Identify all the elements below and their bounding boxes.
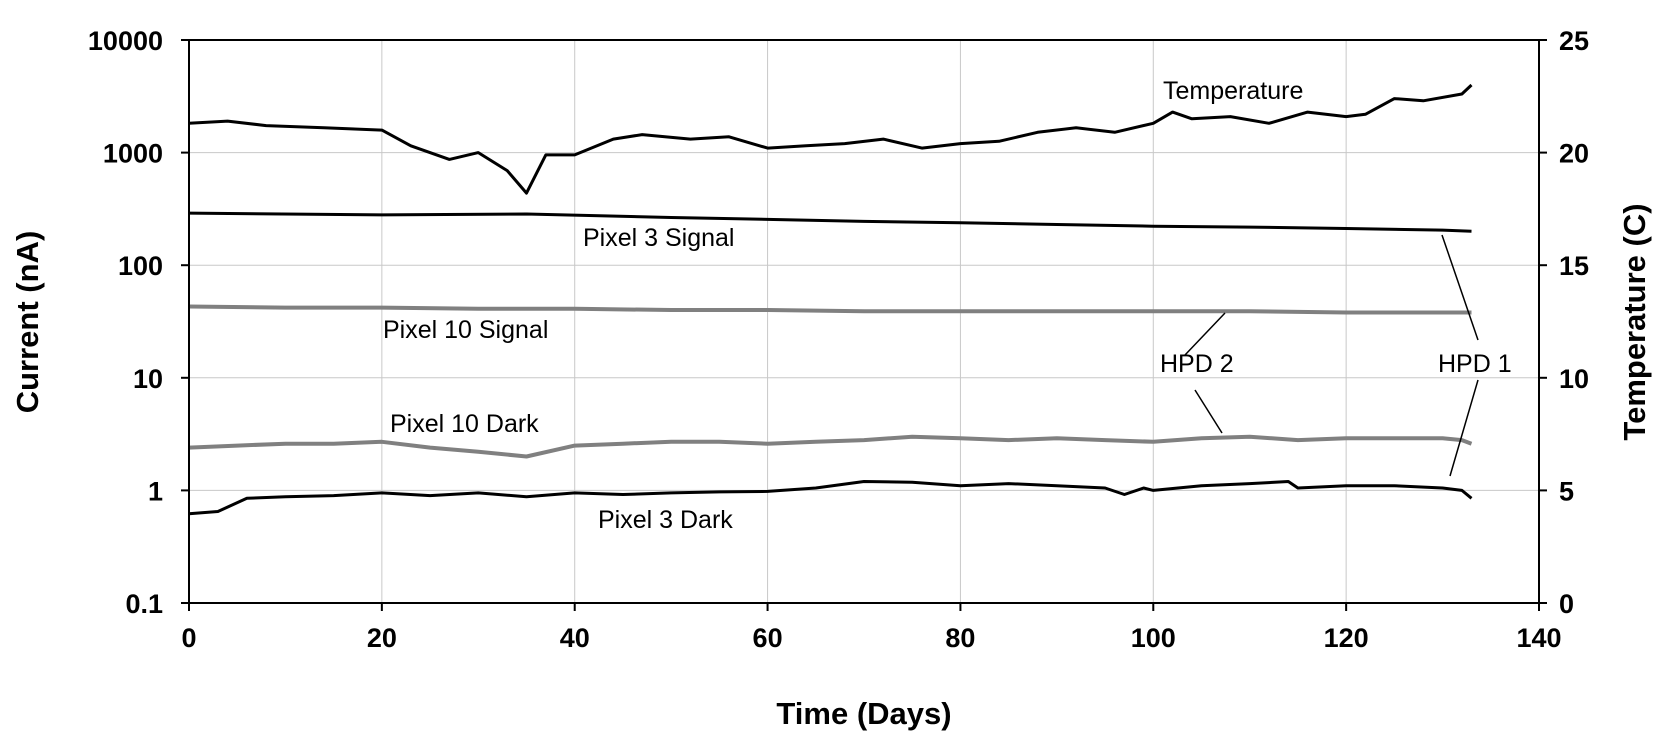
y-tick-label: 1000	[103, 139, 163, 169]
hpd1-leader-signal	[1441, 234, 1479, 341]
y2-tick-label: 10	[1559, 364, 1589, 394]
y-tick-label: 10000	[88, 26, 163, 56]
y2-tick-label: 5	[1559, 476, 1574, 506]
x-tick-label: 80	[945, 623, 975, 653]
y-tick-label: 100	[118, 251, 163, 281]
y-tick-label: 0.1	[125, 589, 163, 619]
annotation-pixel3-signal: Pixel 3 Signal	[583, 224, 734, 252]
hpd2-leader-signal	[1184, 312, 1226, 356]
grid	[189, 40, 1539, 603]
series-line-pixel-10-signal	[188, 304, 1472, 315]
annotation-pixel3-dark: Pixel 3 Dark	[598, 506, 733, 534]
annotation-pixel10-dark: Pixel 10 Dark	[390, 410, 539, 438]
x-tick-label: 0	[181, 623, 196, 653]
annotation-temperature: Temperature	[1163, 77, 1303, 105]
x-tick-label: 20	[367, 623, 397, 653]
ticks: 0 20 40 60 80 100 120 140 0.1 1 10 100 1000 10000 0 5 10…	[88, 26, 1589, 653]
hpd1-leader-dark	[1449, 379, 1479, 477]
series-line-pixel-3-dark	[188, 480, 1473, 516]
x-tick-label: 40	[560, 623, 590, 653]
series-line-pixel-3-signal	[188, 211, 1472, 233]
y-axis-title: Current (nA)	[10, 231, 45, 414]
y-tick-label: 10	[133, 364, 163, 394]
plot-frame	[188, 39, 1540, 604]
y-tick-label: 1	[148, 476, 163, 506]
annotation-hpd2: HPD 2	[1160, 350, 1234, 378]
y2-tick-label: 20	[1559, 139, 1589, 169]
annotation-hpd1: HPD 1	[1438, 350, 1512, 378]
series-line-pixel-10-dark	[188, 434, 1473, 459]
leader-lines	[1184, 234, 1479, 477]
x-tick-label: 100	[1131, 623, 1176, 653]
series-layer	[188, 83, 1473, 516]
y2-tick-label: 0	[1559, 589, 1574, 619]
series-line-temperature	[188, 83, 1473, 195]
x-tick-label: 60	[753, 623, 783, 653]
x-tick-label: 120	[1324, 623, 1369, 653]
y2-tick-label: 25	[1559, 26, 1589, 56]
annotation-pixel10-signal: Pixel 10 Signal	[383, 316, 548, 344]
x-axis-title: Time (Days)	[776, 696, 951, 731]
y2-tick-label: 15	[1559, 251, 1589, 281]
hpd2-leader-dark	[1194, 389, 1223, 434]
x-tick-label: 140	[1516, 623, 1561, 653]
y2-axis-title: Temperature (C)	[1617, 203, 1652, 440]
